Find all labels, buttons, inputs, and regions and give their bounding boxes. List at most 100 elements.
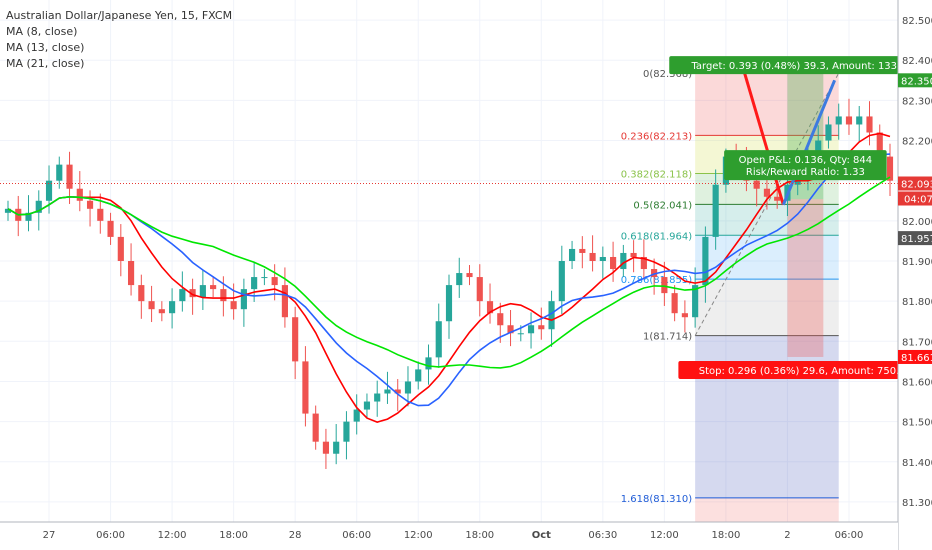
fib-level-label: 0.382(82.118) <box>621 169 693 180</box>
candle-body <box>292 317 299 362</box>
time-tick-label: 18:00 <box>465 530 494 541</box>
price-tick-label: 82.500 <box>902 16 932 27</box>
price-tick-label: 82.200 <box>902 137 932 148</box>
candle-body <box>230 301 237 310</box>
candle-body <box>548 301 555 330</box>
legend: Australian Dollar/Japanese Yen, 15, FXCM… <box>6 8 232 72</box>
candle-body <box>579 248 586 253</box>
candle-body <box>445 285 453 322</box>
current-price-tag: 82.093 <box>901 180 932 191</box>
fib-level-label: 0.786(81.855) <box>621 275 693 286</box>
fib-level-label: 1.618(81.310) <box>621 494 693 505</box>
candle-body <box>333 441 340 454</box>
candle-body <box>363 401 371 410</box>
candle-body <box>753 180 760 189</box>
pnl-label: Open P&L: 0.136, Qty: 844 <box>739 155 872 166</box>
legend-title: Australian Dollar/Japanese Yen, 15, FXCM <box>6 9 233 22</box>
long-position-tool[interactable] <box>787 73 824 357</box>
candle-body <box>661 277 668 294</box>
candles <box>4 98 894 469</box>
price-axis[interactable]: 82.50082.40082.30082.20082.10082.00081.9… <box>897 0 932 550</box>
time-tick-label: 06:30 <box>588 530 617 541</box>
zigzag-leg-up[interactable] <box>781 79 837 206</box>
candle-body <box>527 325 535 334</box>
candle-body <box>763 188 771 197</box>
candle-body <box>179 289 186 302</box>
time-tick-label: 27 <box>43 530 56 541</box>
zigzag-leg-down[interactable] <box>742 71 785 206</box>
price-tick-label: 81.800 <box>902 297 932 308</box>
candle-body <box>435 321 442 358</box>
fib-band <box>695 335 839 498</box>
candle-body <box>538 325 545 330</box>
stop-label: Stop: 0.296 (0.36%) 29.6, Amount: 750.18 <box>699 366 912 377</box>
fib-level-label: 0.618(81.964) <box>621 231 693 242</box>
candle-body <box>681 313 688 318</box>
candle-body <box>45 180 53 201</box>
price-tick-label: 81.700 <box>902 337 932 348</box>
stop-price-tag: 81.661 <box>901 353 932 364</box>
candle-body <box>774 196 781 201</box>
candle-body <box>825 124 832 141</box>
candle-body <box>261 277 268 279</box>
candle-body <box>415 369 422 382</box>
candle-body <box>640 256 647 270</box>
candle-body <box>517 333 524 335</box>
candle-body <box>281 285 288 318</box>
candle-body <box>558 261 565 302</box>
pnl-label: Risk/Reward Ratio: 1.33 <box>746 167 865 178</box>
time-tick-label: 18:00 <box>219 530 248 541</box>
moving-average-line <box>7 153 891 407</box>
candle-body <box>589 252 596 261</box>
candle-body <box>394 389 401 394</box>
candle-body <box>610 256 617 270</box>
price-tick-label: 81.500 <box>902 418 932 429</box>
candle-body <box>35 200 42 213</box>
time-tick-label: 06:00 <box>342 530 371 541</box>
candle-body <box>189 289 196 298</box>
candle-body <box>425 357 432 370</box>
stop-price-tag-bg <box>898 349 932 364</box>
price-tick-label: 81.900 <box>902 257 932 268</box>
candle-body <box>158 309 165 314</box>
time-tick-label: 06:00 <box>96 530 125 541</box>
candle-body <box>702 236 709 286</box>
price-tick-label: 81.600 <box>902 377 932 388</box>
fib-band-ext <box>695 497 839 522</box>
candle-body <box>322 441 330 454</box>
candle-body <box>497 313 504 326</box>
candle-body <box>4 208 12 213</box>
candle-body <box>76 188 83 201</box>
candle-body <box>148 301 155 310</box>
target-label: Target: 0.393 (0.48%) 39.3, Amount: 1331… <box>690 61 919 72</box>
candle-body <box>271 277 278 286</box>
price-axis-bg <box>898 0 932 550</box>
candle-body <box>117 236 124 261</box>
time-tick-label: 2 <box>784 530 790 541</box>
price-tick-label: 82.300 <box>902 96 932 107</box>
candle-body <box>374 393 381 402</box>
target-price-tag-bg <box>898 73 932 88</box>
candle-body <box>620 252 627 270</box>
fibonacci-retracement[interactable]: 0(82.368) 0.236(82.213) 0.382(82.118) 0.5(8… <box>621 69 840 522</box>
candle-body <box>66 164 73 189</box>
fib-level-label: 0(82.368) <box>643 69 692 80</box>
time-tick-label: 28 <box>289 530 302 541</box>
target-label-bg <box>669 56 932 75</box>
time-axis[interactable]: 27 06:00 12:00 18:00 28 06:00 12:00 18:00 Oct 06:… <box>0 521 898 550</box>
time-tick-label: Oct <box>532 530 551 541</box>
candle-body <box>671 293 678 314</box>
candle-body <box>127 261 135 286</box>
candle-body <box>486 301 494 314</box>
zigzag-drawing[interactable] <box>742 71 837 206</box>
candle-body <box>353 409 360 422</box>
candle-body <box>712 184 719 237</box>
legend-ma13: MA (13, close) <box>6 41 85 54</box>
price-tick-label: 81.400 <box>902 458 932 469</box>
time-tick-label: 18:00 <box>711 530 740 541</box>
countdown-label: 04:07 <box>904 195 932 206</box>
candle-body <box>886 156 894 181</box>
time-tick-label: 12:00 <box>650 530 679 541</box>
overlay-labels: Target: 0.393 (0.48%) 39.3, Amount: 1331… <box>0 56 932 379</box>
